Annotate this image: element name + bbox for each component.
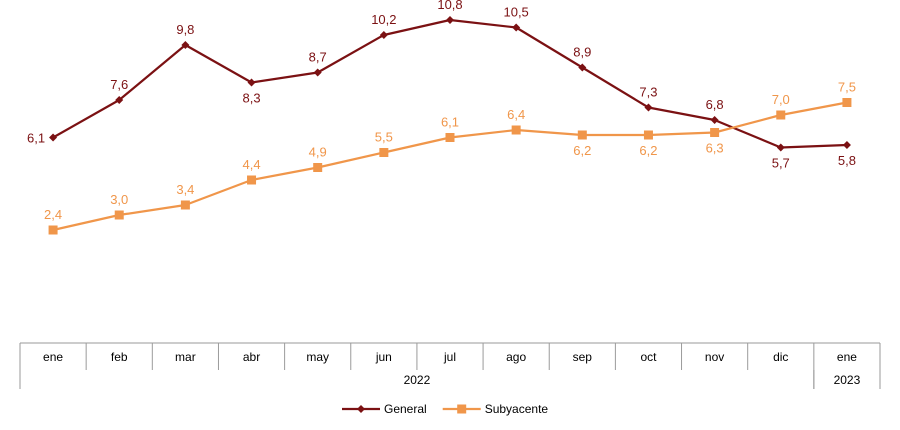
series-layer [48, 16, 852, 235]
data-point-subyacente [842, 98, 852, 107]
data-point-general [379, 31, 388, 39]
x-tick-label: may [306, 350, 329, 364]
data-label-subyacente: 4,4 [242, 157, 260, 172]
legend-label: General [384, 402, 427, 416]
data-point-subyacente [577, 130, 587, 140]
data-label-general: 7,3 [639, 85, 657, 100]
data-point-general [644, 103, 653, 112]
data-point-subyacente [776, 110, 786, 120]
x-tick-label: jun [375, 350, 392, 364]
data-label-general: 8,9 [573, 45, 591, 60]
x-tick-label: mar [175, 350, 196, 364]
data-point-subyacente [643, 130, 653, 140]
data-point-subyacente [180, 200, 190, 210]
data-point-general [512, 23, 521, 32]
data-label-subyacente: 6,1 [441, 115, 459, 130]
data-point-general [313, 68, 322, 77]
x-tick-label: ene [837, 350, 857, 364]
data-point-general [710, 116, 719, 124]
data-point-subyacente [379, 148, 389, 157]
data-label-subyacente: 6,2 [639, 143, 657, 158]
data-label-general: 8,7 [309, 50, 327, 65]
data-label-subyacente: 7,5 [838, 80, 856, 95]
data-label-subyacente: 2,4 [44, 207, 62, 222]
data-point-general [446, 16, 454, 24]
data-point-general [578, 63, 587, 72]
x-tick-label: jul [443, 350, 456, 364]
data-label-subyacente: 3,4 [176, 182, 194, 197]
data-label-general: 5,7 [772, 156, 790, 171]
data-point-subyacente [114, 210, 124, 220]
data-label-subyacente: 6,2 [573, 143, 591, 158]
data-labels: 6,1 7,6 9,8 8,3 8,7 10,2 10,8 10,5 8,9 7,3 6,8 5,7 5… [27, 0, 856, 222]
x-axis: 2022 2023 ene feb mar abr may jun jul ago sep oct no… [19, 342, 881, 389]
legend: General Subyacente [342, 402, 548, 416]
data-label-subyacente: 5,5 [375, 130, 393, 145]
data-label-subyacente: 6,3 [706, 141, 724, 156]
data-point-subyacente [48, 225, 58, 235]
year-label: 2023 [834, 373, 861, 387]
legend-marker-diamond [357, 405, 365, 413]
legend-marker-square [457, 404, 467, 414]
x-tick-label: nov [705, 350, 724, 364]
data-label-general: 10,8 [437, 0, 462, 12]
data-point-general [247, 78, 256, 87]
data-label-subyacente: 4,9 [309, 145, 327, 160]
x-tick-label: oct [640, 350, 657, 364]
data-label-general: 6,8 [706, 97, 724, 112]
x-tick-label: sep [573, 350, 593, 364]
data-label-general: 10,2 [371, 12, 396, 27]
data-point-general [776, 143, 785, 152]
data-point-general [181, 41, 190, 49]
data-label-subyacente: 6,4 [507, 107, 525, 122]
x-tick-label: feb [111, 350, 128, 364]
year-label: 2022 [404, 373, 431, 387]
x-tick-label: ene [43, 350, 63, 364]
data-point-subyacente [313, 163, 323, 172]
data-label-general: 5,8 [838, 153, 856, 168]
legend-label: Subyacente [485, 402, 549, 416]
data-label-general: 7,6 [110, 77, 128, 92]
data-label-subyacente: 3,0 [110, 192, 128, 207]
data-label-general: 10,5 [503, 5, 528, 20]
data-point-general [115, 96, 124, 104]
x-tick-label: ago [506, 350, 526, 364]
data-label-general: 9,8 [176, 22, 194, 37]
data-point-subyacente [247, 175, 257, 185]
data-label-general: 8,3 [242, 91, 260, 106]
data-point-general [842, 141, 851, 149]
data-point-general [49, 133, 58, 142]
data-point-subyacente [511, 125, 521, 135]
data-point-subyacente [445, 133, 455, 142]
data-label-subyacente: 7,0 [772, 92, 790, 107]
data-label-general: 6,1 [27, 131, 45, 146]
data-point-subyacente [710, 128, 720, 137]
x-tick-label: dic [773, 350, 788, 364]
x-tick-label: abr [243, 350, 260, 364]
